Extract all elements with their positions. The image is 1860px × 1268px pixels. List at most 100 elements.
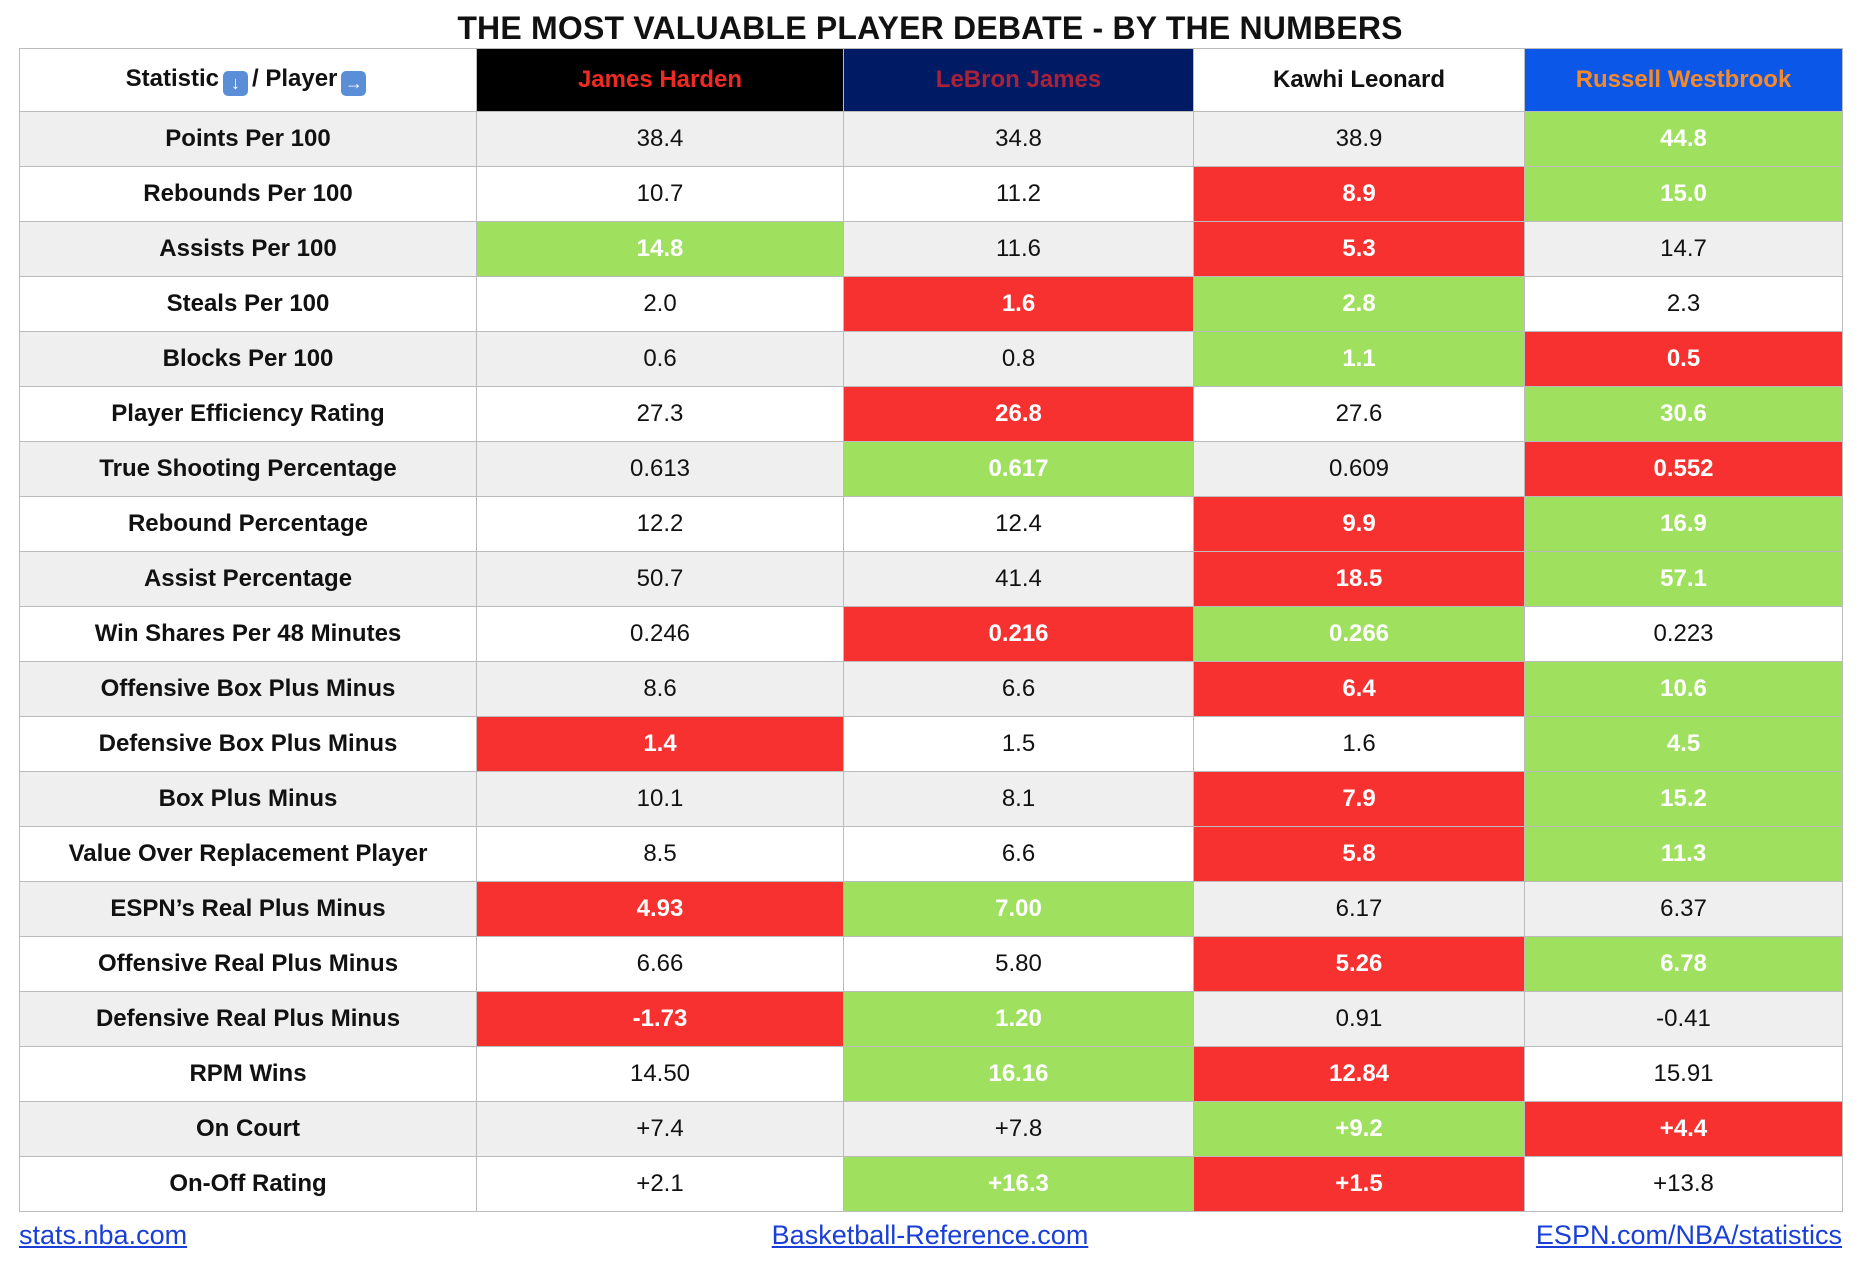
stat-value: 9.9 xyxy=(1193,496,1525,552)
stat-value: 14.50 xyxy=(476,1046,844,1102)
table-row: Offensive Box Plus Minus 8.6 6.6 6.4 10.6 xyxy=(19,661,1843,717)
stat-value: 1.20 xyxy=(843,991,1194,1047)
table-row: Steals Per 100 2.0 1.6 2.8 2.3 xyxy=(19,276,1843,332)
stat-value: 0.5 xyxy=(1524,331,1843,387)
stat-value: +13.8 xyxy=(1524,1156,1843,1212)
stat-value: 0.613 xyxy=(476,441,844,497)
stat-value: 10.6 xyxy=(1524,661,1843,717)
basketball-reference-link[interactable]: Basketball-Reference.com xyxy=(771,1220,1089,1250)
stat-value: 15.0 xyxy=(1524,166,1843,222)
stat-value: 1.5 xyxy=(843,716,1194,772)
stat-value: 27.3 xyxy=(476,386,844,442)
stat-label: Points Per 100 xyxy=(19,111,477,167)
stat-value: 6.37 xyxy=(1524,881,1843,937)
stats-table: Statistic ↓ / Player → James Harden LeBron … xyxy=(19,48,1843,1212)
table-row: Value Over Replacement Player 8.5 6.6 5.8 11… xyxy=(19,826,1843,882)
stat-label: Player Efficiency Rating xyxy=(19,386,477,442)
player-header-harden: James Harden xyxy=(476,48,844,112)
stat-value: 12.84 xyxy=(1193,1046,1525,1102)
stat-value: 0.91 xyxy=(1193,991,1525,1047)
stats-nba-link[interactable]: stats.nba.com xyxy=(19,1220,188,1250)
stat-value: 8.6 xyxy=(476,661,844,717)
stat-value: 2.3 xyxy=(1524,276,1843,332)
stat-value: 16.9 xyxy=(1524,496,1843,552)
table-row: ESPN’s Real Plus Minus 4.93 7.00 6.17 6.37 xyxy=(19,881,1843,937)
stat-value: 0.223 xyxy=(1524,606,1843,662)
stat-value: 1.6 xyxy=(843,276,1194,332)
table-row: Assist Percentage 50.7 41.4 18.5 57.1 xyxy=(19,551,1843,607)
header-row: Statistic ↓ / Player → James Harden LeBron … xyxy=(19,48,1843,112)
stat-value: 6.17 xyxy=(1193,881,1525,937)
stat-value: 0.609 xyxy=(1193,441,1525,497)
stat-value: -0.41 xyxy=(1524,991,1843,1047)
stat-value: 38.4 xyxy=(476,111,844,167)
stat-value: 0.617 xyxy=(843,441,1194,497)
espn-stats-link[interactable]: ESPN.com/NBA/statistics xyxy=(1535,1220,1842,1250)
stat-value: 11.6 xyxy=(843,221,1194,277)
stat-value: 6.66 xyxy=(476,936,844,992)
stat-value: 5.80 xyxy=(843,936,1194,992)
stat-value: 10.1 xyxy=(476,771,844,827)
stat-value: -1.73 xyxy=(476,991,844,1047)
stat-value: 34.8 xyxy=(843,111,1194,167)
stat-value: 6.6 xyxy=(843,661,1194,717)
stat-label: Box Plus Minus xyxy=(19,771,477,827)
table-row: Offensive Real Plus Minus 6.66 5.80 5.26 6.7… xyxy=(19,936,1843,992)
stat-value: 0.6 xyxy=(476,331,844,387)
table-row: Defensive Real Plus Minus -1.73 1.20 0.91 -0… xyxy=(19,991,1843,1047)
stat-value: +7.4 xyxy=(476,1101,844,1157)
player-header-westbrook: Russell Westbrook xyxy=(1524,48,1843,112)
stat-value: 11.2 xyxy=(843,166,1194,222)
stat-value: 7.00 xyxy=(843,881,1194,937)
statistic-label: Statistic xyxy=(125,64,219,92)
stat-label: Defensive Box Plus Minus xyxy=(19,716,477,772)
stat-value: 5.8 xyxy=(1193,826,1525,882)
stat-label: Assist Percentage xyxy=(19,551,477,607)
stat-value: 8.5 xyxy=(476,826,844,882)
stat-value: 27.6 xyxy=(1193,386,1525,442)
stat-value: 2.0 xyxy=(476,276,844,332)
stat-value: 0.246 xyxy=(476,606,844,662)
stat-value: +9.2 xyxy=(1193,1101,1525,1157)
stat-label: Assists Per 100 xyxy=(19,221,477,277)
stat-value: 15.91 xyxy=(1524,1046,1843,1102)
stat-value: +4.4 xyxy=(1524,1101,1843,1157)
stat-value: 8.1 xyxy=(843,771,1194,827)
stat-label: ESPN’s Real Plus Minus xyxy=(19,881,477,937)
stat-value: 1.6 xyxy=(1193,716,1525,772)
stat-value: 10.7 xyxy=(476,166,844,222)
table-row: Points Per 100 38.4 34.8 38.9 44.8 xyxy=(19,111,1843,167)
stat-value: 1.1 xyxy=(1193,331,1525,387)
table-row: RPM Wins 14.50 16.16 12.84 15.91 xyxy=(19,1046,1843,1102)
stat-value: 0.552 xyxy=(1524,441,1843,497)
stat-value: 38.9 xyxy=(1193,111,1525,167)
stat-value: 6.4 xyxy=(1193,661,1525,717)
stat-label: On-Off Rating xyxy=(19,1156,477,1212)
stat-value: 0.216 xyxy=(843,606,1194,662)
footer-center-wrap: Basketball-Reference.com xyxy=(0,1218,1860,1252)
stat-value: 26.8 xyxy=(843,386,1194,442)
stat-value: 14.8 xyxy=(476,221,844,277)
table-row: Rebounds Per 100 10.7 11.2 8.9 15.0 xyxy=(19,166,1843,222)
stat-value: 2.8 xyxy=(1193,276,1525,332)
stat-label: Rebounds Per 100 xyxy=(19,166,477,222)
stat-label: Win Shares Per 48 Minutes xyxy=(19,606,477,662)
stat-value: 6.78 xyxy=(1524,936,1843,992)
stat-label: Blocks Per 100 xyxy=(19,331,477,387)
stat-value: 12.4 xyxy=(843,496,1194,552)
stat-label: Offensive Real Plus Minus xyxy=(19,936,477,992)
stat-value: 8.9 xyxy=(1193,166,1525,222)
player-label: / Player xyxy=(251,64,338,92)
stat-value: 6.6 xyxy=(843,826,1194,882)
stat-value: 5.3 xyxy=(1193,221,1525,277)
table-row: On-Off Rating +2.1 +16.3 +1.5 +13.8 xyxy=(19,1156,1843,1212)
stat-label: Steals Per 100 xyxy=(19,276,477,332)
stat-value: +16.3 xyxy=(843,1156,1194,1212)
stat-value: 41.4 xyxy=(843,551,1194,607)
stat-label: True Shooting Percentage xyxy=(19,441,477,497)
stat-value: 7.9 xyxy=(1193,771,1525,827)
stat-label: Rebound Percentage xyxy=(19,496,477,552)
stat-value: 4.93 xyxy=(476,881,844,937)
stat-value: +1.5 xyxy=(1193,1156,1525,1212)
stat-label: Offensive Box Plus Minus xyxy=(19,661,477,717)
